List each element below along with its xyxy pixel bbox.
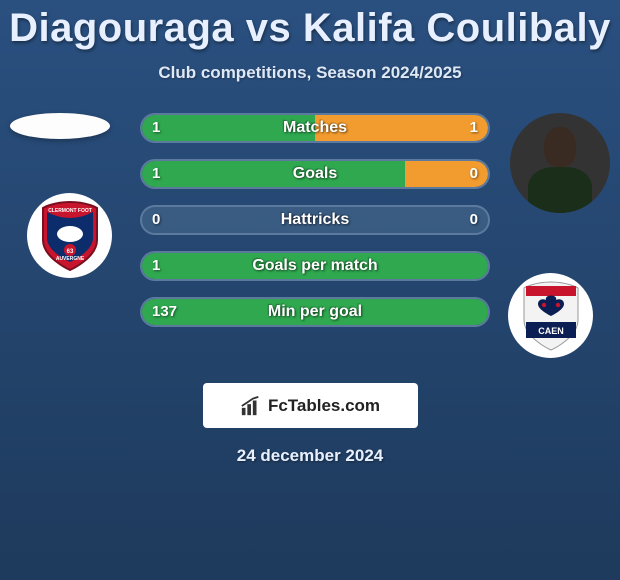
stat-right-value: 1 — [470, 115, 478, 141]
page-date: 24 december 2024 — [0, 446, 620, 466]
stat-label: Goals — [142, 161, 488, 187]
shield-icon: CAEN — [520, 280, 582, 352]
brand-badge: FcTables.com — [203, 383, 418, 428]
brand-text: FcTables.com — [268, 396, 380, 416]
bar-chart-icon — [240, 395, 262, 417]
stat-label: Hattricks — [142, 207, 488, 233]
player-left-avatar — [10, 113, 110, 139]
page-title: Diagouraga vs Kalifa Coulibaly — [0, 0, 620, 51]
svg-text:CLERMONT FOOT: CLERMONT FOOT — [48, 208, 92, 214]
stat-label: Goals per match — [142, 253, 488, 279]
club-right-badge: CAEN — [508, 273, 593, 358]
svg-text:63: 63 — [66, 249, 73, 255]
club-left-badge: CLERMONT FOOT AUVERGNE 63 — [27, 193, 112, 278]
stat-row-goals-per-match: 1 Goals per match — [140, 251, 490, 281]
stat-row-hattricks: 0 Hattricks 0 — [140, 205, 490, 235]
stat-right-value: 0 — [470, 207, 478, 233]
stat-row-min-per-goal: 137 Min per goal — [140, 297, 490, 327]
stat-row-matches: 1 Matches 1 — [140, 113, 490, 143]
svg-text:CAEN: CAEN — [538, 326, 564, 336]
page-subtitle: Club competitions, Season 2024/2025 — [0, 63, 620, 83]
stat-row-goals: 1 Goals 0 — [140, 159, 490, 189]
stat-bars: 1 Matches 1 1 Goals 0 0 Hattricks 0 1 Go… — [140, 113, 490, 343]
player-right-avatar — [510, 113, 610, 213]
stat-right-value: 0 — [470, 161, 478, 187]
stat-label: Matches — [142, 115, 488, 141]
stat-label: Min per goal — [142, 299, 488, 325]
comparison-panel: CLERMONT FOOT AUVERGNE 63 CAEN 1 Matches… — [0, 113, 620, 373]
svg-text:AUVERGNE: AUVERGNE — [55, 256, 84, 262]
shield-icon: CLERMONT FOOT AUVERGNE 63 — [39, 200, 101, 272]
